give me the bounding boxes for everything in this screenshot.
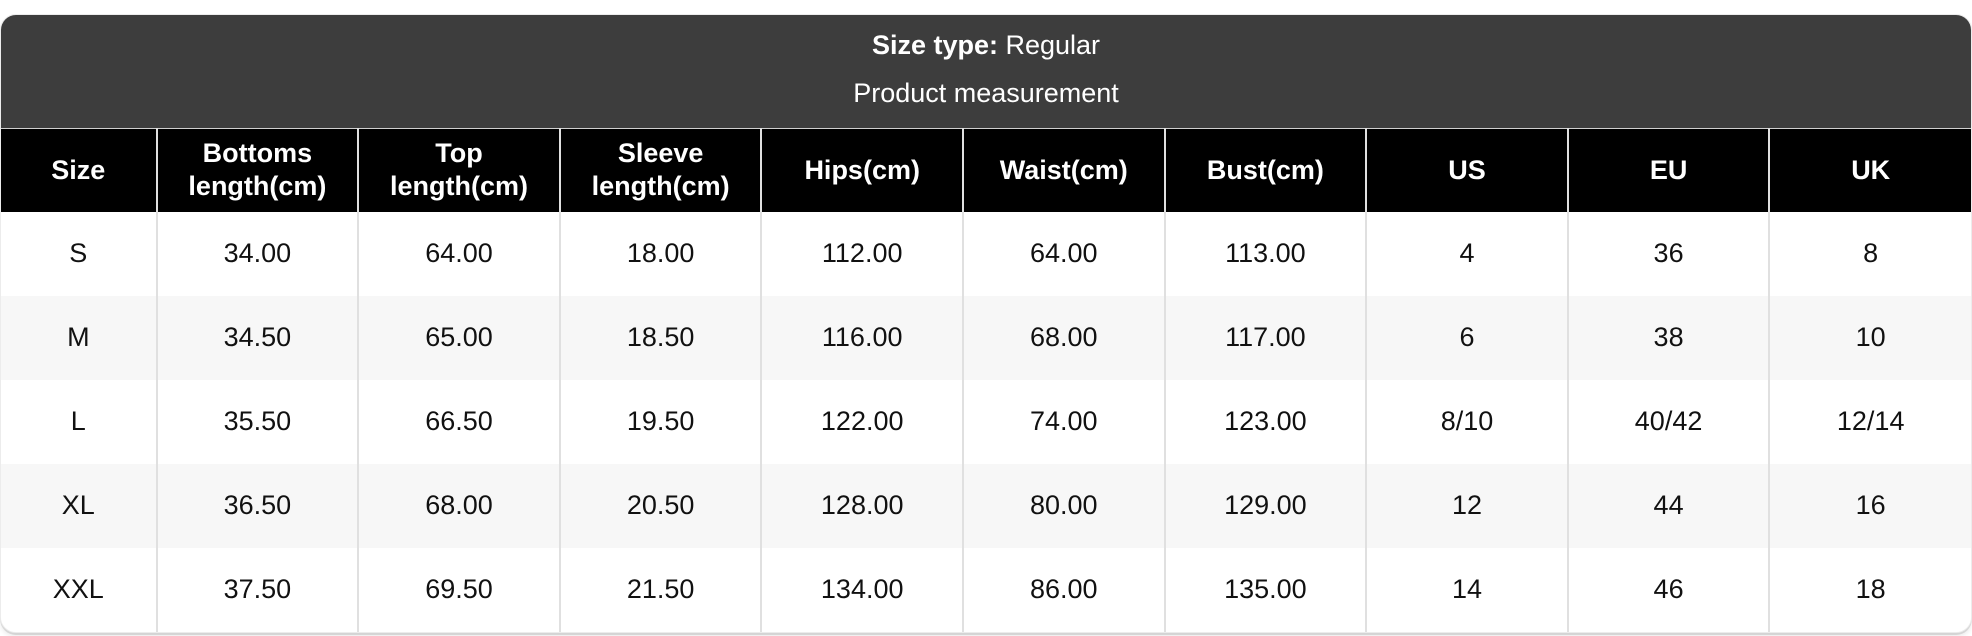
measurement-cell: 10: [1855, 322, 1886, 352]
size-type-line: Size type: Regular: [1, 21, 1971, 69]
measurement-cell: 117.00: [1164, 295, 1368, 380]
measurement-cell: 19.50: [559, 379, 763, 464]
measurement-cell: 18.50: [559, 295, 763, 380]
measurement-cell: 16: [1855, 490, 1886, 520]
size-type-value: Regular: [1005, 30, 1101, 60]
measurement-cell: 40/42: [1567, 379, 1771, 464]
table-row: L 35.50 66.50 19.50 122.00 74.00 123.00 8/10 40/…: [1, 379, 1971, 464]
measurement-cell: 21.50: [559, 547, 763, 632]
measurement-cell: 123.00: [1164, 379, 1368, 464]
measurement-cell: 86.00: [963, 547, 1166, 632]
measurement-cell: 37.50: [156, 547, 360, 632]
measurement-cell: 38: [1567, 295, 1771, 380]
measurement-cell: 20.50: [559, 463, 763, 548]
measurement-cell: 18: [1855, 574, 1886, 604]
table-body: S 34.00 64.00 18.00 112.00 64.00 113.00 4 36 8 M 34…: [1, 211, 1971, 632]
measurement-cell: 6: [1366, 295, 1569, 380]
measurement-cell: 35.50: [156, 379, 360, 464]
measurement-cell: 14: [1366, 547, 1569, 632]
measurement-cell: 68.00: [358, 463, 561, 548]
measurement-cell: 64.00: [358, 211, 561, 296]
measurement-cell: 74.00: [963, 379, 1166, 464]
measurement-cell: 65.00: [358, 295, 561, 380]
measurement-cell: 68.00: [963, 295, 1166, 380]
measurement-cell: 80.00: [963, 463, 1166, 548]
measurement-cell: 8: [1863, 238, 1879, 268]
measurement-cell: 112.00: [761, 211, 964, 296]
measurement-cell: 18.00: [559, 211, 763, 296]
column-header: Waist(cm): [963, 128, 1166, 212]
measurement-cell: 36: [1567, 211, 1771, 296]
column-header: Bust(cm): [1164, 128, 1368, 212]
measurement-cell: 44: [1567, 463, 1771, 548]
column-header: Size: [1, 128, 158, 212]
measurement-cell: 34.00: [156, 211, 360, 296]
column-header: Top length(cm): [358, 128, 561, 212]
column-header: Bottoms length(cm): [156, 128, 360, 212]
column-header: EU: [1567, 128, 1771, 212]
measurement-cell: 116.00: [761, 295, 964, 380]
size-cell: L: [1, 379, 158, 464]
column-header: US: [1366, 128, 1569, 212]
column-header: UK: [1769, 128, 1971, 212]
measurement-cell: 34.50: [156, 295, 360, 380]
measurement-cell: 4: [1366, 211, 1569, 296]
measurement-cell: 122.00: [761, 379, 964, 464]
table-row: S 34.00 64.00 18.00 112.00 64.00 113.00 4 36 8: [1, 211, 1971, 296]
table-row: XL 36.50 68.00 20.50 128.00 80.00 129.00 12 44 16: [1, 463, 1971, 548]
measurement-cell: 66.50: [358, 379, 561, 464]
size-chart-banner: Size type: Regular Product measurement: [1, 15, 1971, 128]
column-header: Sleeve length(cm): [559, 128, 763, 212]
measurement-cell: 134.00: [761, 547, 964, 632]
measurement-cell: 64.00: [963, 211, 1166, 296]
size-cell: XXL: [1, 547, 158, 632]
measurement-cell: 12: [1366, 463, 1569, 548]
size-chart-card: Size type: Regular Product measurement S…: [0, 14, 1972, 633]
column-header-row: Size Bottoms length(cm) Top length(cm) Slee…: [1, 128, 1971, 212]
measurement-cell: 135.00: [1164, 547, 1368, 632]
measurement-cell: 69.50: [358, 547, 561, 632]
measurement-cell: 12/14: [1836, 406, 1905, 436]
size-cell: M: [1, 295, 158, 380]
product-measurement-title: Product measurement: [853, 78, 1119, 108]
table-row: XXL 37.50 69.50 21.50 134.00 86.00 135.00 14 46 1…: [1, 547, 1971, 632]
measurement-cell: 128.00: [761, 463, 964, 548]
measurement-cell: 46: [1567, 547, 1771, 632]
size-type-label: Size type:: [871, 30, 998, 60]
measurement-cell: 113.00: [1164, 211, 1368, 296]
size-cell: S: [1, 211, 158, 296]
measurement-cell: 8/10: [1366, 379, 1569, 464]
size-table: Size Bottoms length(cm) Top length(cm) Slee…: [1, 128, 1971, 632]
measurement-cell: 129.00: [1164, 463, 1368, 548]
size-cell: XL: [1, 463, 158, 548]
table-row: M 34.50 65.00 18.50 116.00 68.00 117.00 6 38 10: [1, 295, 1971, 380]
measurement-cell: 36.50: [156, 463, 360, 548]
column-header: Hips(cm): [761, 128, 964, 212]
